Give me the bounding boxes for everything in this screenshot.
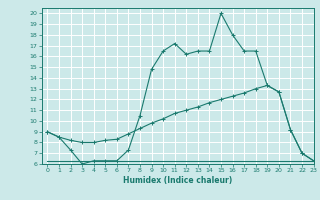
X-axis label: Humidex (Indice chaleur): Humidex (Indice chaleur) bbox=[123, 176, 232, 185]
